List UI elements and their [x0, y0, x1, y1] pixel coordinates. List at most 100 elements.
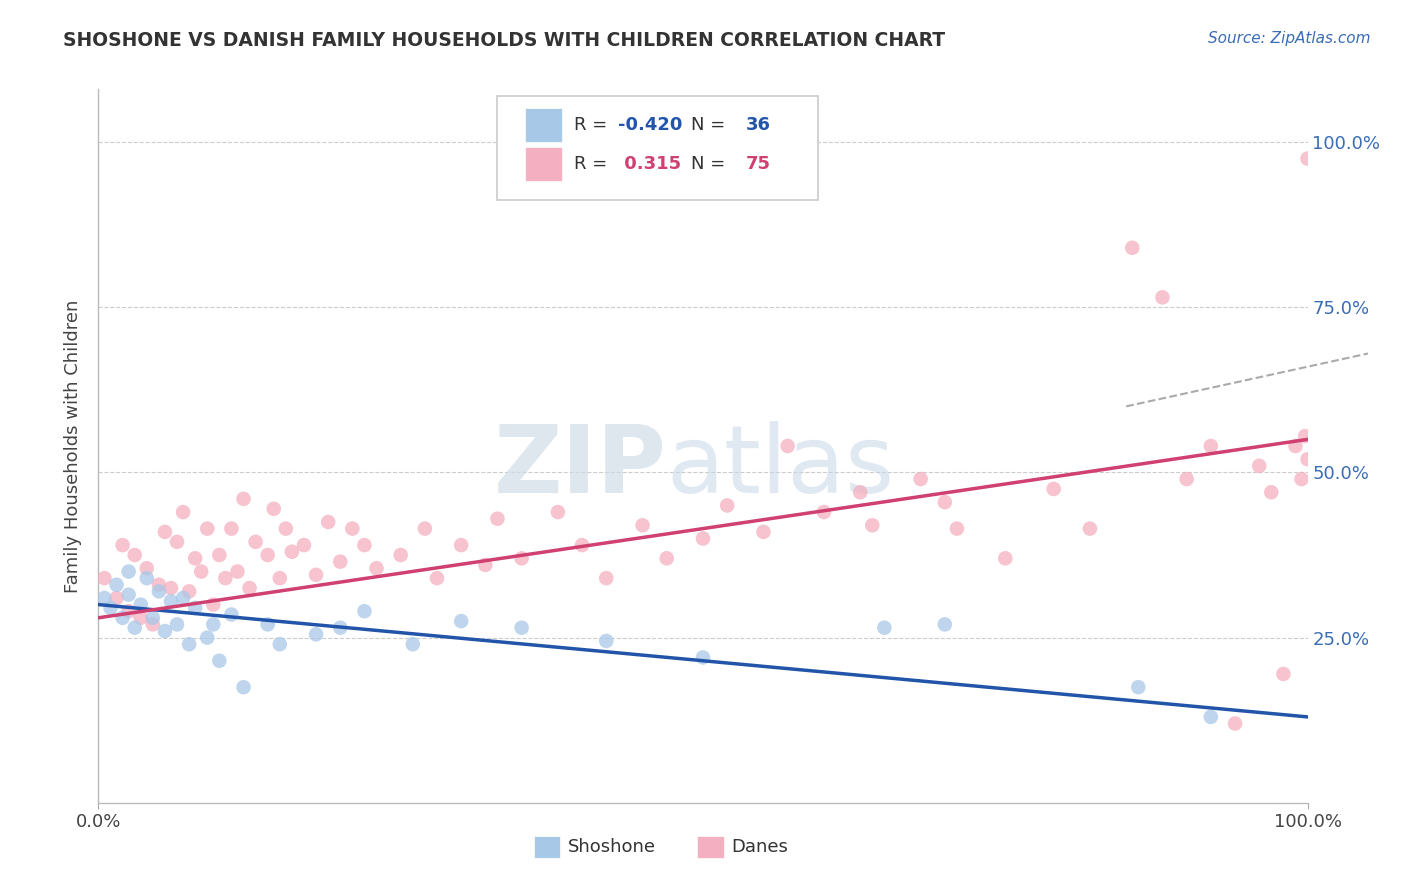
Text: R =: R =	[574, 155, 613, 173]
Point	[172, 505, 194, 519]
Text: N =: N =	[690, 116, 731, 134]
Point	[813, 505, 835, 519]
Point	[1223, 716, 1246, 731]
Point	[329, 555, 352, 569]
Point	[1260, 485, 1282, 500]
Point	[172, 591, 194, 605]
Text: atlas: atlas	[666, 421, 896, 514]
Text: 36: 36	[745, 116, 770, 134]
Text: N =: N =	[690, 155, 731, 173]
Text: ZIP: ZIP	[494, 421, 666, 514]
Point	[281, 545, 304, 559]
Point	[111, 611, 134, 625]
Point	[450, 538, 472, 552]
Bar	[534, 836, 561, 858]
Point	[1272, 667, 1295, 681]
Point	[93, 591, 115, 605]
Point	[195, 522, 218, 536]
Point	[946, 522, 969, 536]
Point	[305, 567, 328, 582]
Point	[655, 551, 678, 566]
Point	[221, 522, 243, 536]
Point	[202, 617, 225, 632]
Point	[353, 604, 375, 618]
Point	[1042, 482, 1064, 496]
Point	[1078, 522, 1101, 536]
Point	[366, 561, 388, 575]
Point	[595, 571, 617, 585]
Point	[208, 548, 231, 562]
Point	[849, 485, 872, 500]
Point	[100, 600, 122, 615]
Point	[135, 571, 157, 585]
Point	[142, 611, 165, 625]
Point	[292, 538, 315, 552]
Point	[221, 607, 243, 622]
Point	[160, 581, 183, 595]
Point	[179, 584, 201, 599]
Point	[1199, 710, 1222, 724]
Point	[153, 624, 176, 638]
Point	[179, 637, 201, 651]
Point	[166, 617, 188, 632]
Point	[389, 548, 412, 562]
Point	[135, 561, 157, 575]
Point	[184, 551, 207, 566]
Point	[184, 600, 207, 615]
Point	[226, 565, 249, 579]
Point	[148, 578, 170, 592]
Text: Source: ZipAtlas.com: Source: ZipAtlas.com	[1208, 31, 1371, 46]
Point	[195, 631, 218, 645]
Point	[208, 654, 231, 668]
Point	[1249, 458, 1271, 473]
Point	[547, 505, 569, 519]
Point	[631, 518, 654, 533]
Text: 0.315: 0.315	[619, 155, 682, 173]
Point	[776, 439, 799, 453]
FancyBboxPatch shape	[498, 96, 818, 200]
Point	[1294, 429, 1316, 443]
Point	[1128, 680, 1150, 694]
Point	[1199, 439, 1222, 453]
Point	[214, 571, 236, 585]
Point	[1296, 452, 1319, 467]
Point	[910, 472, 932, 486]
Point	[232, 491, 254, 506]
Point	[256, 617, 278, 632]
Text: Shoshone: Shoshone	[568, 838, 655, 856]
Point	[329, 621, 352, 635]
Point	[1291, 472, 1313, 486]
Point	[316, 515, 339, 529]
Point	[595, 634, 617, 648]
Point	[486, 511, 509, 525]
Point	[353, 538, 375, 552]
Point	[111, 538, 134, 552]
Text: SHOSHONE VS DANISH FAMILY HOUSEHOLDS WITH CHILDREN CORRELATION CHART: SHOSHONE VS DANISH FAMILY HOUSEHOLDS WIT…	[63, 31, 945, 50]
Point	[934, 617, 956, 632]
Point	[305, 627, 328, 641]
Point	[450, 614, 472, 628]
Point	[692, 532, 714, 546]
Point	[232, 680, 254, 694]
Point	[245, 534, 267, 549]
Y-axis label: Family Households with Children: Family Households with Children	[65, 300, 83, 592]
Point	[153, 524, 176, 539]
Text: R =: R =	[574, 116, 613, 134]
Point	[160, 594, 183, 608]
Point	[873, 621, 896, 635]
Text: Danes: Danes	[731, 838, 787, 856]
Point	[129, 611, 152, 625]
Point	[263, 501, 285, 516]
FancyBboxPatch shape	[526, 108, 561, 142]
FancyBboxPatch shape	[526, 147, 561, 181]
Point	[571, 538, 593, 552]
Point	[202, 598, 225, 612]
Point	[124, 548, 146, 562]
Point	[860, 518, 883, 533]
Point	[402, 637, 425, 651]
Bar	[697, 836, 724, 858]
Point	[124, 621, 146, 635]
Point	[166, 534, 188, 549]
Text: 75: 75	[745, 155, 770, 173]
Point	[269, 571, 291, 585]
